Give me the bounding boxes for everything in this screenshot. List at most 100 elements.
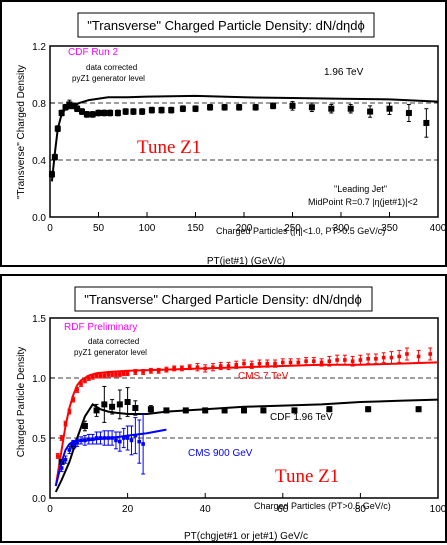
bottom-x-tick-label-4: 80 bbox=[355, 504, 367, 515]
top-x-tick-label-5: 250 bbox=[284, 223, 301, 234]
bottom-series-0-point-18 bbox=[125, 371, 130, 375]
bottom-y-axis-label: Charged Particle Density bbox=[16, 347, 27, 458]
top-chart-svg: "Transverse" Charged Particle Density: d… bbox=[16, 12, 447, 267]
top-y-tick-label-1: 0.4 bbox=[32, 156, 46, 167]
bottom-series-0-point-26 bbox=[187, 365, 192, 369]
bottom-y-tick-label-1: 0.5 bbox=[32, 434, 46, 445]
top-x-tick-label-4: 200 bbox=[236, 223, 253, 234]
top-series-0-point-33 bbox=[386, 105, 393, 112]
bottom-y-tick-label-0: 0.0 bbox=[32, 494, 46, 505]
top-cuts-label: Charged Particles (|η|<1.0, PT>0.5 GeV/c… bbox=[216, 226, 385, 236]
bottom-series-0-point-32 bbox=[234, 363, 239, 367]
top-series-0-point-25 bbox=[236, 104, 243, 111]
bottom-series-4-point-15 bbox=[118, 439, 122, 444]
bottom-series-0-point-39 bbox=[288, 360, 293, 365]
bottom-cms7-label: CMS 7 TeV bbox=[238, 371, 289, 382]
top-tune-label: Tune Z1 bbox=[137, 137, 201, 158]
bottom-series-0-point-6 bbox=[79, 382, 83, 386]
top-series-0-point-28 bbox=[289, 102, 296, 109]
bottom-x-axis-label: PT(chgjet#1 or jet#1) GeV/c bbox=[184, 531, 308, 542]
top-y-tick-label-2: 0.8 bbox=[32, 99, 46, 110]
top-midpoint-label: MidPoint R=0.7 |η(jet#1)|<2 bbox=[308, 197, 418, 207]
top-chart-title-box bbox=[77, 12, 375, 38]
bottom-series-2-point-5 bbox=[109, 403, 116, 410]
bottom-series-0-point-35 bbox=[257, 361, 262, 366]
top-series-0-point-22 bbox=[192, 105, 199, 112]
top-y-tick-label-0: 0.0 bbox=[32, 213, 46, 224]
top-x-tick-label-6: 300 bbox=[333, 223, 350, 234]
bottom-series-0-point-10 bbox=[94, 373, 99, 378]
bottom-x-tick-label-5: 100 bbox=[430, 504, 447, 515]
top-series-0-point-27 bbox=[270, 102, 277, 109]
top-series-0-point-8 bbox=[79, 108, 86, 115]
bottom-tune-label: Tune Z1 bbox=[275, 466, 339, 487]
bottom-series-4-point-1 bbox=[63, 457, 68, 462]
bottom-series-2-point-2 bbox=[81, 423, 88, 429]
bottom-chart-title-box bbox=[74, 286, 373, 312]
bottom-y-tick-label-2: 1.0 bbox=[32, 374, 46, 385]
top-x-axis-label: PT(jet#1) (GeV/c) bbox=[207, 256, 285, 267]
bottom-series-0-point-20 bbox=[141, 370, 145, 374]
bottom-chart-title: "Transverse" Charged Particle Density: d… bbox=[84, 292, 362, 307]
bottom-series-4-point-3 bbox=[71, 442, 76, 446]
bottom-series-0-point-11 bbox=[98, 373, 103, 378]
bottom-series-0-point-17 bbox=[121, 371, 126, 375]
bottom-series-0-point-41 bbox=[304, 359, 308, 363]
top-x-tick-label-3: 150 bbox=[187, 223, 204, 234]
bottom-series-0-point-55 bbox=[416, 354, 421, 359]
bottom-series-1-line bbox=[54, 361, 439, 487]
bottom-plot-frame bbox=[49, 317, 439, 499]
bottom-series-4-point-14 bbox=[114, 438, 118, 443]
bottom-corrected-line2: pyZ1 generator level bbox=[74, 348, 147, 357]
top-series-0-point-10 bbox=[89, 111, 96, 118]
bottom-series-4-point-9 bbox=[94, 436, 99, 440]
top-leading-jet-label: "Leading Jet" bbox=[334, 184, 387, 194]
bottom-series-0-point-4 bbox=[71, 397, 76, 402]
bottom-series-5-line bbox=[54, 428, 167, 487]
top-x-tick-label-2: 100 bbox=[139, 223, 156, 234]
bottom-series-2-point-19 bbox=[415, 406, 422, 413]
bottom-series-0-point-50 bbox=[374, 357, 378, 361]
bottom-series-0-point-7 bbox=[83, 378, 87, 383]
bottom-series-0-point-31 bbox=[226, 364, 231, 368]
top-series-0-point-13 bbox=[107, 109, 114, 116]
bottom-series-2-point-15 bbox=[260, 407, 267, 414]
top-chart-panel: "Transverse" Charged Particle Density: d… bbox=[0, 0, 447, 267]
top-x-tick-label-1: 50 bbox=[93, 223, 105, 234]
top-series-0-point-31 bbox=[347, 105, 354, 112]
bottom-y-tick-label-3: 1.5 bbox=[32, 314, 46, 325]
top-series-0-point-30 bbox=[328, 105, 335, 112]
bottom-series-0-point-14 bbox=[110, 372, 114, 377]
top-series-0-point-20 bbox=[168, 107, 175, 114]
top-series-0-point-15 bbox=[122, 108, 129, 115]
bottom-series-2-point-16 bbox=[291, 407, 298, 414]
top-series-0-point-17 bbox=[139, 108, 146, 115]
top-energy-label: 1.96 TeV bbox=[324, 67, 364, 78]
bottom-series-0-point-13 bbox=[106, 372, 110, 377]
bottom-series-0-point-53 bbox=[397, 354, 401, 359]
bottom-series-0-point-37 bbox=[273, 361, 277, 366]
bottom-series-0-point-56 bbox=[428, 352, 433, 356]
bottom-series-0-point-52 bbox=[389, 355, 394, 360]
bottom-series-0-point-1 bbox=[59, 436, 64, 440]
bottom-series-0-point-9 bbox=[90, 375, 95, 379]
top-y-axis-label: "Transverse" Charged Density bbox=[16, 65, 27, 199]
bottom-series-0-point-33 bbox=[242, 361, 246, 366]
top-experiment-label: CDF Run 2 bbox=[68, 47, 118, 58]
bottom-series-2-point-10 bbox=[163, 407, 170, 414]
top-x-tick-label-0: 0 bbox=[47, 223, 53, 234]
bottom-series-2-point-3 bbox=[93, 407, 100, 414]
top-x-tick-label-7: 350 bbox=[381, 223, 398, 234]
top-series-0-point-18 bbox=[148, 107, 155, 114]
bottom-series-0-point-12 bbox=[102, 373, 107, 378]
bottom-series-0-point-15 bbox=[114, 372, 118, 377]
bottom-series-2-point-6 bbox=[116, 401, 123, 408]
bottom-series-0-point-40 bbox=[296, 360, 301, 365]
bottom-cuts-label: Charged Particles (PT>0.5 GeV/c) bbox=[254, 501, 391, 511]
bottom-series-0-point-34 bbox=[249, 363, 254, 367]
bottom-series-3-line bbox=[54, 398, 439, 493]
bottom-series-0-point-43 bbox=[319, 360, 324, 365]
bottom-series-0-point-5 bbox=[75, 388, 79, 392]
bottom-series-0-point-47 bbox=[350, 359, 355, 363]
top-series-0-point-19 bbox=[158, 107, 165, 114]
